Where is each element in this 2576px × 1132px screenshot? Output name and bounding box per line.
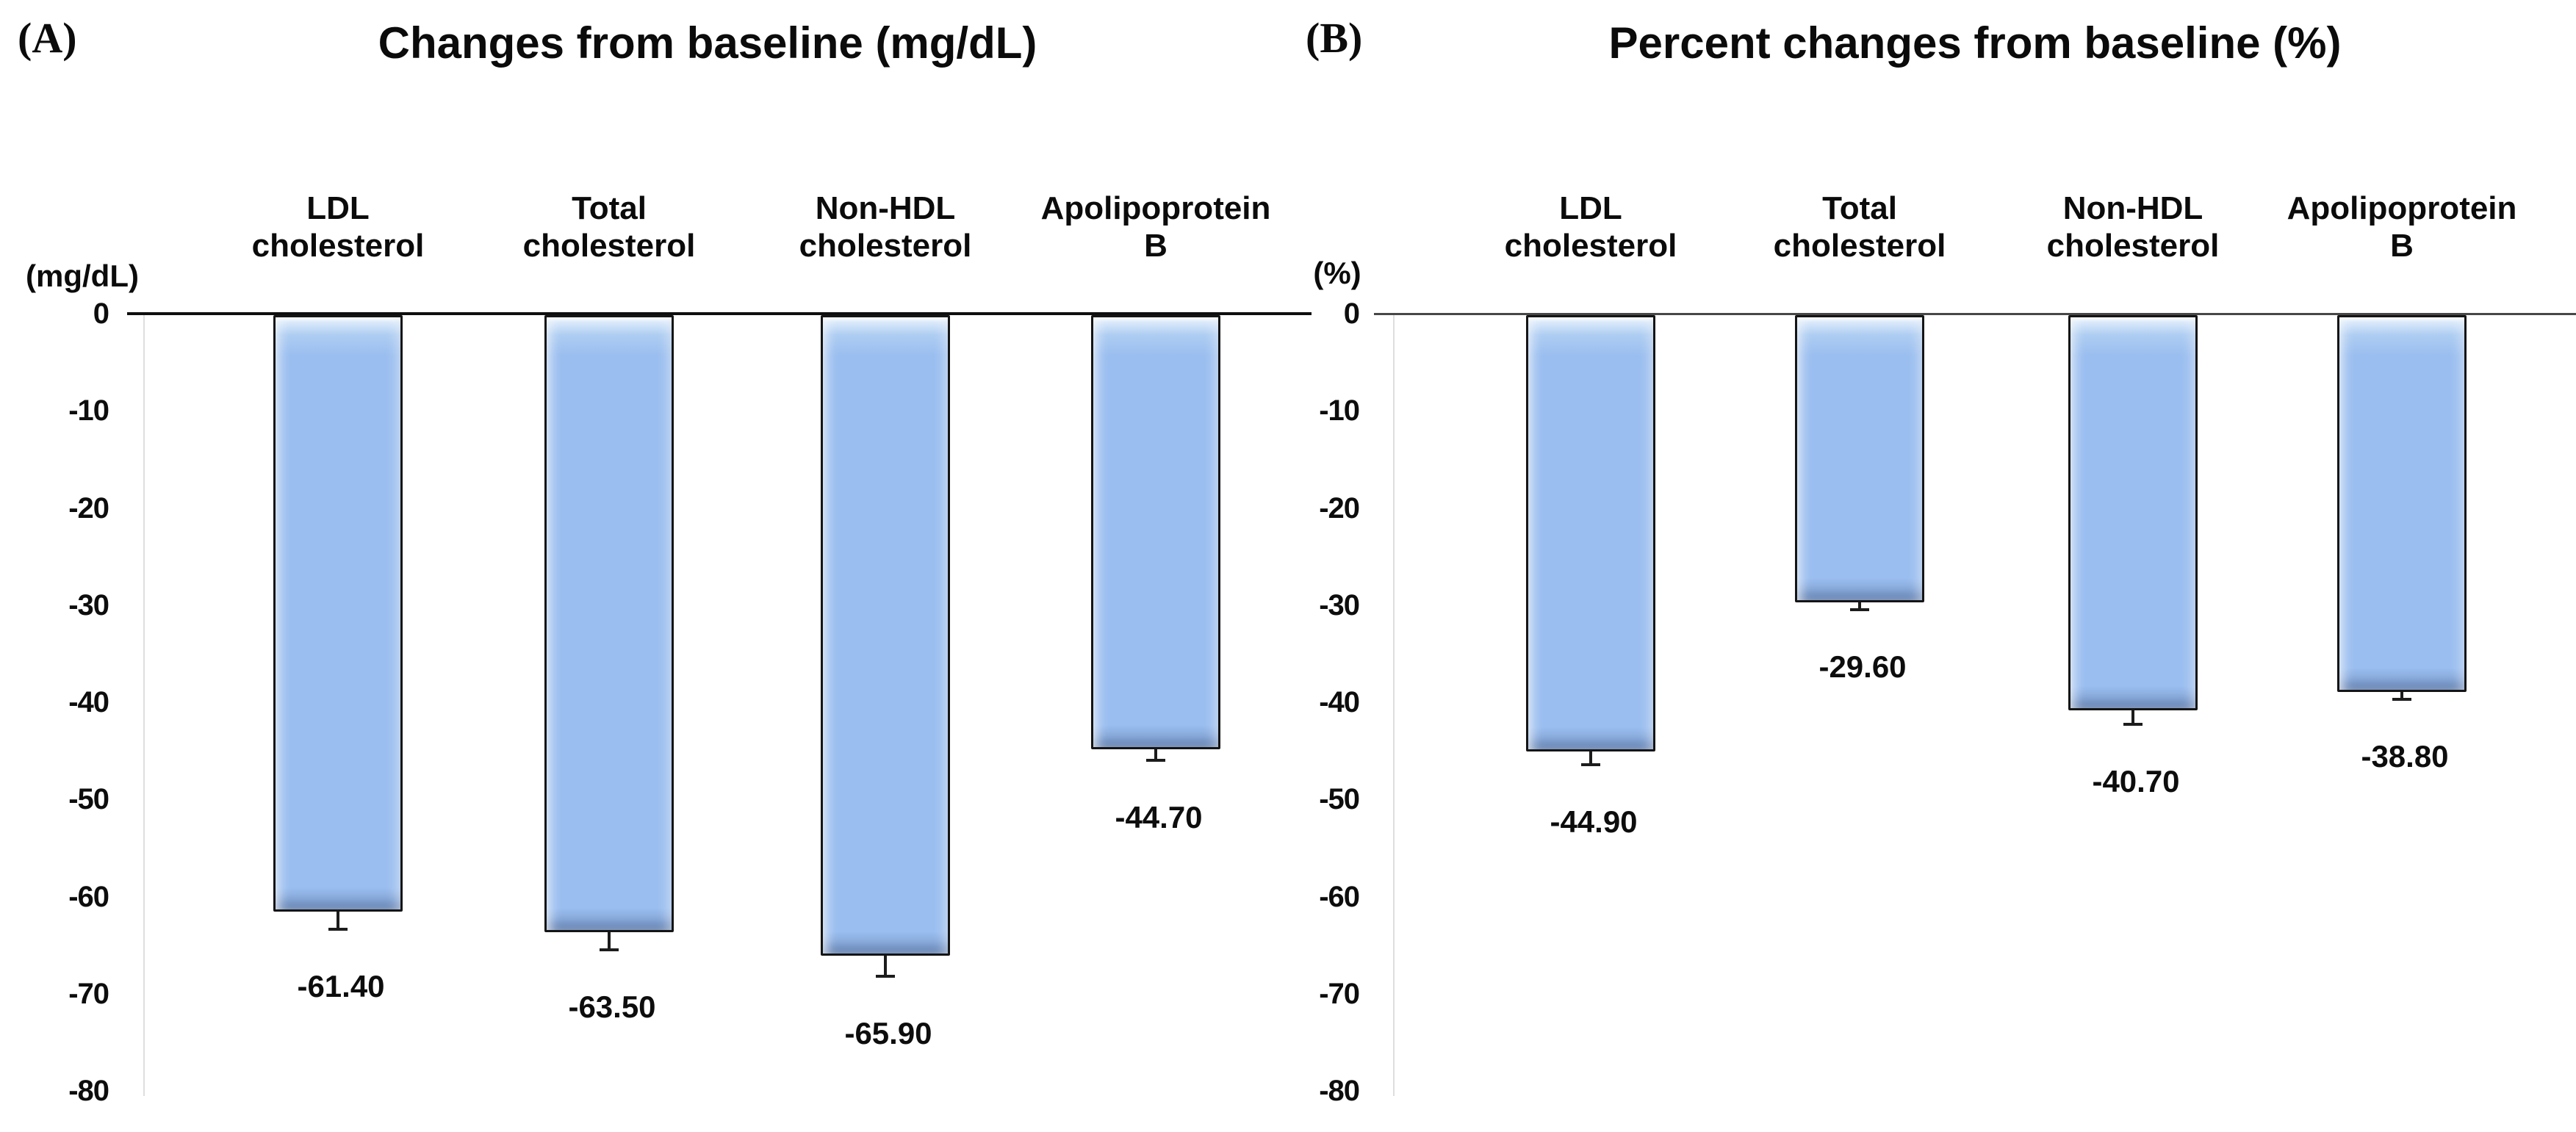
y-tick-label: -80 [1319,1075,1360,1107]
y-tick-label: -20 [68,491,109,524]
bar [1795,315,1924,603]
panel-a-letter: (A) [18,14,77,62]
y-tick-label: -60 [1319,880,1360,913]
error-bar-cap [2123,723,2143,727]
error-bar-whisker [1154,749,1157,763]
y-tick-label: -40 [68,686,109,718]
bar-value-label: -44.70 [1115,800,1203,835]
bar [273,315,403,912]
y-tick-label: -10 [68,394,109,428]
bar-value-label: -44.90 [1550,804,1638,839]
error-bar-cap [328,928,348,931]
bar-value-label: -61.40 [297,969,385,1004]
y-tick-label: 0 [1343,298,1360,330]
y-tick-label: 0 [93,298,109,330]
error-bar-cap [1581,763,1600,766]
error-bar-whisker [2131,710,2134,727]
panel-b-plot-left-border [1393,315,1395,1096]
panel-a-title: Changes from baseline (mg/dL) [378,18,1037,68]
bar [1091,315,1220,750]
y-tick-label: -50 [68,783,109,816]
panel-b-title: Percent changes from baseline (%) [1608,18,2342,68]
bar [2337,315,2467,693]
panel-b-letter: (B) [1306,14,1363,62]
y-tick-label: -40 [1319,686,1360,718]
bar-value-label: -65.90 [844,1015,932,1050]
panel-b-zero-axis-line [1374,312,2576,315]
error-bar-whisker [337,912,339,931]
panel-a: (A) Changes from baseline (mg/dL) (mg/dL… [18,14,1312,1107]
y-tick-label: -10 [1319,394,1360,428]
category-label: LDL cholesterol [1504,190,1677,264]
category-label: Total cholesterol [1773,190,1946,264]
y-tick-label: -50 [1319,783,1360,816]
y-tick-label: -20 [1319,491,1360,524]
y-tick-label: -70 [68,977,109,1010]
bar [2068,315,2198,711]
category-label: Apolipoprotein B [2287,190,2517,264]
category-label: Apolipoprotein B [1040,190,1271,264]
panel-a-zero-axis-line [127,312,1312,315]
error-bar-whisker [608,931,611,952]
bar [544,315,674,932]
error-bar-cap [2392,698,2411,702]
error-bar-cap [876,974,895,978]
error-bar-whisker [1589,751,1592,766]
y-tick-label: -70 [1319,977,1360,1010]
category-label: LDL cholesterol [251,190,425,264]
error-bar-whisker [2400,692,2403,702]
bar-value-label: -38.80 [2361,739,2449,774]
error-bar-whisker [1858,602,1861,612]
y-tick-label: -60 [68,880,109,913]
y-tick-label: -30 [68,588,109,621]
bar-value-label: -63.50 [568,989,656,1025]
panel-b: (B) Percent changes from baseline (%) (%… [1288,0,2576,1132]
bar-value-label: -29.60 [1818,649,1907,685]
panel-b-y-axis-unit: (%) [1313,256,1361,290]
category-label: Non-HDL cholesterol [2046,190,2220,264]
y-tick-label: -30 [1319,588,1360,621]
bar [1526,315,1655,751]
y-tick-label: -80 [68,1075,109,1107]
panel-a-y-axis-unit: (mg/dL) [26,259,139,293]
category-label: Total cholesterol [522,190,696,264]
category-label: Non-HDL cholesterol [799,190,972,264]
panel-a-plot-left-border [143,315,145,1096]
error-bar-whisker [884,955,887,978]
error-bar-cap [600,948,619,952]
bar [821,315,950,956]
error-bar-cap [1146,759,1165,763]
error-bar-cap [1850,608,1869,612]
bar-value-label: -40.70 [2092,764,2180,799]
